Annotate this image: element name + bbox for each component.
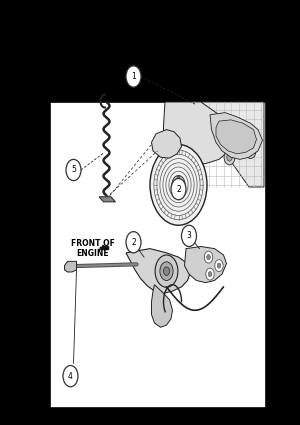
- Circle shape: [176, 181, 182, 189]
- Circle shape: [182, 225, 196, 246]
- Polygon shape: [99, 197, 116, 202]
- Circle shape: [227, 153, 232, 161]
- Circle shape: [66, 159, 81, 181]
- Text: FRONT OF
ENGINE: FRONT OF ENGINE: [71, 239, 115, 258]
- Polygon shape: [152, 285, 172, 327]
- Circle shape: [126, 232, 141, 253]
- Circle shape: [172, 183, 175, 187]
- Circle shape: [160, 262, 173, 280]
- Circle shape: [224, 150, 235, 165]
- Circle shape: [208, 272, 212, 277]
- Circle shape: [245, 143, 256, 159]
- Circle shape: [177, 190, 180, 194]
- Circle shape: [182, 183, 185, 187]
- Polygon shape: [98, 246, 108, 249]
- Polygon shape: [164, 102, 232, 164]
- Circle shape: [126, 66, 141, 87]
- Circle shape: [172, 176, 185, 194]
- Circle shape: [215, 260, 223, 272]
- Circle shape: [232, 125, 245, 143]
- Circle shape: [235, 129, 242, 139]
- Text: 5: 5: [71, 165, 76, 175]
- Circle shape: [206, 268, 214, 280]
- Text: 3: 3: [187, 231, 191, 241]
- Circle shape: [177, 176, 180, 180]
- Polygon shape: [210, 113, 262, 159]
- Polygon shape: [216, 120, 256, 154]
- Circle shape: [164, 267, 169, 275]
- Text: 2: 2: [176, 184, 181, 194]
- Text: 1: 1: [131, 72, 136, 81]
- Polygon shape: [64, 261, 76, 272]
- Circle shape: [63, 366, 78, 387]
- Text: 2: 2: [131, 238, 136, 247]
- Polygon shape: [152, 130, 182, 158]
- Bar: [50, 102, 266, 408]
- Circle shape: [150, 144, 207, 225]
- Polygon shape: [192, 102, 264, 187]
- Polygon shape: [184, 246, 226, 283]
- Circle shape: [155, 255, 178, 287]
- Circle shape: [171, 178, 186, 200]
- Polygon shape: [126, 249, 190, 293]
- Circle shape: [248, 147, 253, 155]
- Circle shape: [217, 263, 221, 268]
- Circle shape: [207, 255, 210, 260]
- Text: 4: 4: [68, 371, 73, 381]
- Circle shape: [204, 251, 213, 263]
